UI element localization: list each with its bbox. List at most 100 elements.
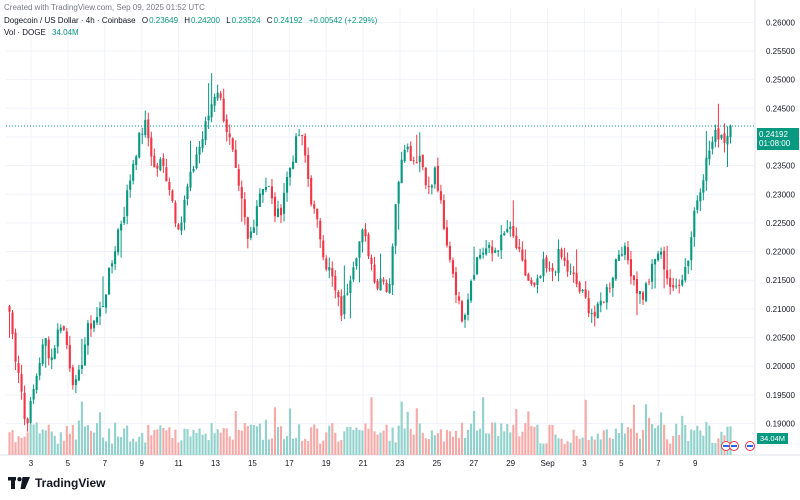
volume-bar bbox=[542, 443, 545, 455]
candle-body bbox=[147, 119, 150, 139]
candle-body bbox=[635, 279, 639, 294]
candle-body bbox=[279, 207, 283, 216]
volume-bar bbox=[370, 397, 373, 455]
candle-body bbox=[337, 291, 340, 298]
volume-bar bbox=[171, 438, 174, 455]
volume-bar bbox=[391, 427, 394, 455]
tradingview-logo-icon bbox=[8, 477, 30, 489]
volume-bar bbox=[47, 424, 50, 455]
high-label: H bbox=[184, 16, 191, 25]
volume-bar bbox=[430, 430, 433, 455]
volume-bar bbox=[397, 425, 400, 455]
candle-body bbox=[316, 208, 319, 220]
x-tick-label: 5 bbox=[619, 459, 624, 468]
candle-body bbox=[542, 259, 545, 277]
candle-body bbox=[310, 177, 313, 205]
volume-bar bbox=[198, 428, 201, 455]
symbol-name: Dogecoin / US Dollar · 4h · Coinbase bbox=[4, 16, 136, 25]
volume-bar bbox=[138, 436, 141, 455]
volume-bar bbox=[279, 426, 283, 455]
volume-bar bbox=[153, 429, 156, 455]
volume-bar bbox=[669, 443, 672, 455]
volume-bar bbox=[325, 432, 328, 455]
volume-bar bbox=[358, 429, 361, 455]
volume-bar bbox=[666, 439, 669, 455]
y-tick-label: 0.23500 bbox=[766, 162, 795, 171]
candle-body bbox=[644, 283, 648, 302]
candle-body bbox=[346, 293, 349, 295]
volume-bar bbox=[246, 425, 249, 455]
candle-body bbox=[210, 104, 213, 118]
candle-body bbox=[56, 329, 59, 347]
candle-body bbox=[168, 181, 171, 190]
x-tick-label: 3 bbox=[29, 459, 34, 468]
volume-legend[interactable]: Vol · DOGE 34.04M bbox=[4, 28, 79, 37]
volume-bar bbox=[491, 422, 494, 455]
candle-body bbox=[195, 154, 198, 168]
volume-bar bbox=[388, 440, 391, 455]
candle-body bbox=[270, 186, 274, 199]
candle-body bbox=[409, 145, 412, 161]
volume-bar bbox=[602, 430, 605, 455]
candle-body bbox=[714, 129, 717, 142]
volume-bar bbox=[599, 439, 602, 455]
candle-body bbox=[418, 156, 421, 163]
candle-body bbox=[50, 357, 53, 361]
volume-bar bbox=[412, 434, 415, 455]
volume-bar bbox=[681, 415, 684, 455]
candle-body bbox=[611, 277, 614, 288]
candle-body bbox=[92, 320, 96, 329]
volume-bar bbox=[605, 429, 608, 455]
volume-bar bbox=[159, 425, 162, 455]
volume-bar bbox=[729, 426, 732, 455]
volume-bar bbox=[367, 428, 370, 455]
candle-body bbox=[657, 253, 660, 261]
candle-body bbox=[183, 199, 186, 223]
volume-bar bbox=[304, 438, 307, 455]
symbol-legend[interactable]: Dogecoin / US Dollar · 4h · Coinbase O 0.… bbox=[4, 16, 377, 25]
volume-bar bbox=[533, 426, 536, 455]
candle-body bbox=[623, 245, 626, 255]
y-tick-label: 0.26000 bbox=[766, 18, 795, 27]
candle-body bbox=[666, 270, 669, 279]
volume-bar bbox=[216, 429, 219, 455]
volume-bar bbox=[527, 411, 530, 455]
volume-bar bbox=[575, 435, 578, 455]
candle-body bbox=[599, 300, 602, 306]
volume-bar bbox=[104, 441, 108, 455]
volume-bar bbox=[255, 426, 258, 455]
candle-body bbox=[391, 246, 394, 286]
volume-bar bbox=[702, 435, 705, 455]
volume-bar bbox=[352, 429, 355, 455]
candle-body bbox=[466, 299, 470, 315]
candle-body bbox=[340, 296, 343, 316]
candle-body bbox=[126, 190, 129, 216]
volume-bar bbox=[328, 425, 331, 455]
volume-bar bbox=[654, 428, 657, 455]
volume-bar bbox=[515, 408, 518, 455]
volume-bar bbox=[174, 429, 177, 455]
candle-body bbox=[669, 277, 672, 287]
volume-bar bbox=[500, 423, 503, 455]
volume-bar bbox=[68, 433, 71, 455]
candle-body bbox=[322, 240, 325, 258]
volume-bar bbox=[80, 401, 83, 455]
close-value: 0.24192 bbox=[273, 16, 303, 25]
volume-bar bbox=[620, 422, 623, 455]
open-label: O bbox=[141, 16, 149, 25]
tradingview-footer[interactable]: TradingView bbox=[8, 476, 105, 490]
candle-body bbox=[14, 332, 17, 362]
x-tick-label: 19 bbox=[322, 459, 331, 468]
candle-body bbox=[457, 296, 461, 301]
volume-bar bbox=[276, 427, 280, 455]
candle-body bbox=[20, 374, 23, 392]
candle-body bbox=[108, 268, 111, 295]
candle-body bbox=[500, 234, 503, 251]
candle-body bbox=[587, 298, 590, 314]
bar-countdown: 01:08:00 bbox=[759, 139, 791, 148]
volume-bar bbox=[644, 404, 648, 455]
volume-bar bbox=[340, 440, 343, 455]
volume-bar bbox=[120, 437, 123, 455]
candle-body bbox=[726, 135, 729, 145]
